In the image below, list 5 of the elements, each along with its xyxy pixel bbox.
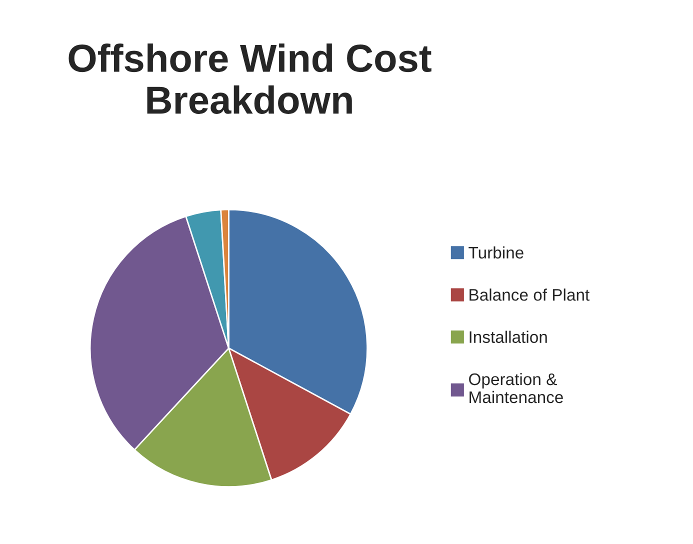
legend-label: Installation [470, 330, 547, 343]
legend-label: Turbine [468, 246, 524, 259]
chart-title: Offshore Wind Cost Breakdown [68, 44, 432, 114]
legend-label: Operation & Maintenance [469, 372, 563, 404]
legend-label: Balance of Plant [470, 288, 590, 301]
